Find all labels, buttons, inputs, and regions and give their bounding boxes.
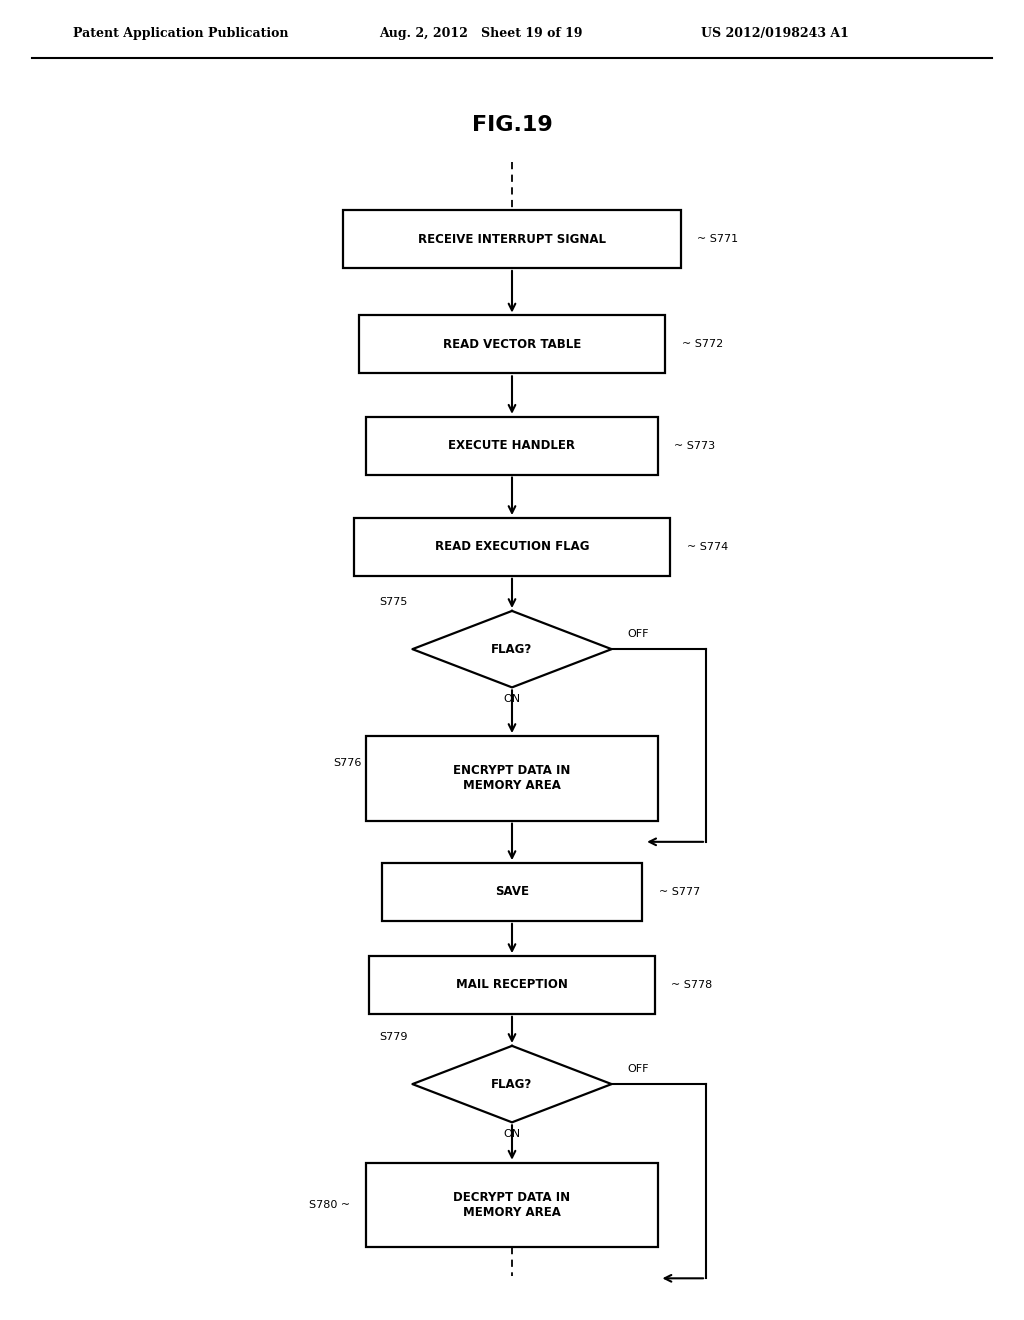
Text: ENCRYPT DATA IN
MEMORY AREA: ENCRYPT DATA IN MEMORY AREA	[454, 764, 570, 792]
Text: RECEIVE INTERRUPT SIGNAL: RECEIVE INTERRUPT SIGNAL	[418, 232, 606, 246]
Text: ON: ON	[504, 693, 520, 704]
Text: OFF: OFF	[627, 1064, 648, 1073]
Text: ~ S773: ~ S773	[674, 441, 715, 450]
Text: US 2012/0198243 A1: US 2012/0198243 A1	[700, 28, 849, 40]
Text: EXECUTE HANDLER: EXECUTE HANDLER	[449, 440, 575, 453]
Text: S780 ~: S780 ~	[309, 1200, 350, 1210]
Bar	[367, 737, 657, 821]
Text: ~ S777: ~ S777	[658, 887, 699, 896]
Text: S779: S779	[379, 1032, 408, 1041]
Bar	[367, 1163, 657, 1247]
Text: SAVE: SAVE	[495, 886, 529, 899]
Text: MAIL RECEPTION: MAIL RECEPTION	[456, 978, 568, 991]
Text: READ EXECUTION FLAG: READ EXECUTION FLAG	[435, 540, 589, 553]
Text: DECRYPT DATA IN
MEMORY AREA: DECRYPT DATA IN MEMORY AREA	[454, 1191, 570, 1218]
Bar	[358, 315, 666, 374]
Text: ON: ON	[504, 1129, 520, 1139]
Text: FLAG?: FLAG?	[492, 643, 532, 656]
Text: Aug. 2, 2012   Sheet 19 of 19: Aug. 2, 2012 Sheet 19 of 19	[379, 28, 583, 40]
Bar	[367, 417, 657, 475]
Text: READ VECTOR TABLE: READ VECTOR TABLE	[442, 338, 582, 351]
Text: ~ S778: ~ S778	[672, 979, 713, 990]
Bar	[382, 863, 642, 921]
Bar	[353, 517, 671, 576]
Text: S775: S775	[379, 597, 408, 607]
Text: S776: S776	[333, 758, 361, 768]
Bar	[369, 956, 655, 1014]
Text: FLAG?: FLAG?	[492, 1077, 532, 1090]
Text: ~ S772: ~ S772	[682, 339, 723, 350]
Text: OFF: OFF	[627, 628, 648, 639]
Text: Patent Application Publication: Patent Application Publication	[73, 28, 289, 40]
Text: ~ S771: ~ S771	[697, 234, 738, 244]
Bar	[343, 210, 681, 268]
Text: ~ S774: ~ S774	[687, 543, 728, 552]
Text: FIG.19: FIG.19	[472, 115, 552, 135]
